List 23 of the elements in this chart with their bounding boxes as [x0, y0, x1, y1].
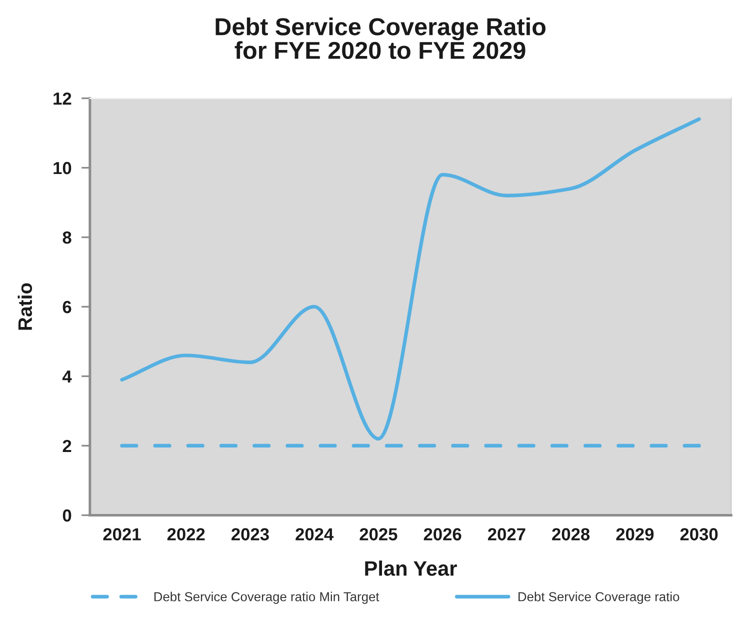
y-tick-label: 2 — [62, 440, 72, 452]
x-tick-label: 2029 — [616, 528, 654, 540]
line-series — [120, 117, 701, 441]
y-tick-label: 12 — [54, 92, 72, 105]
y-axis-title: Ratio — [18, 283, 32, 330]
x-tick-label: 2030 — [680, 528, 718, 540]
x-tick-label: 2021 — [103, 528, 141, 540]
y-tick-label: 0 — [62, 509, 72, 522]
legend-label: Debt Service Coverage ratio Min Target — [154, 592, 380, 604]
x-tick-label: 2028 — [552, 528, 590, 540]
y-tick-label: 10 — [54, 162, 72, 174]
x-tick-label: 2022 — [167, 528, 205, 540]
x-tick-label: 2023 — [232, 528, 269, 540]
y-tick-label: 6 — [62, 300, 72, 314]
y-tick-label: 8 — [62, 231, 72, 244]
x-tick-label: 2025 — [360, 528, 398, 540]
x-tick-label: 2026 — [424, 528, 462, 540]
y-tick-label: 4 — [62, 370, 72, 383]
x-tick-label: 2024 — [296, 528, 334, 540]
legend-label: Debt Service Coverage ratio — [518, 592, 680, 604]
x-tick-label: 2027 — [488, 528, 526, 540]
x-axis-title: Plan Year — [365, 560, 457, 576]
chart-title: Debt Service Coverage Ratio for FYE 2020 to FYE 2029 — [216, 18, 546, 60]
